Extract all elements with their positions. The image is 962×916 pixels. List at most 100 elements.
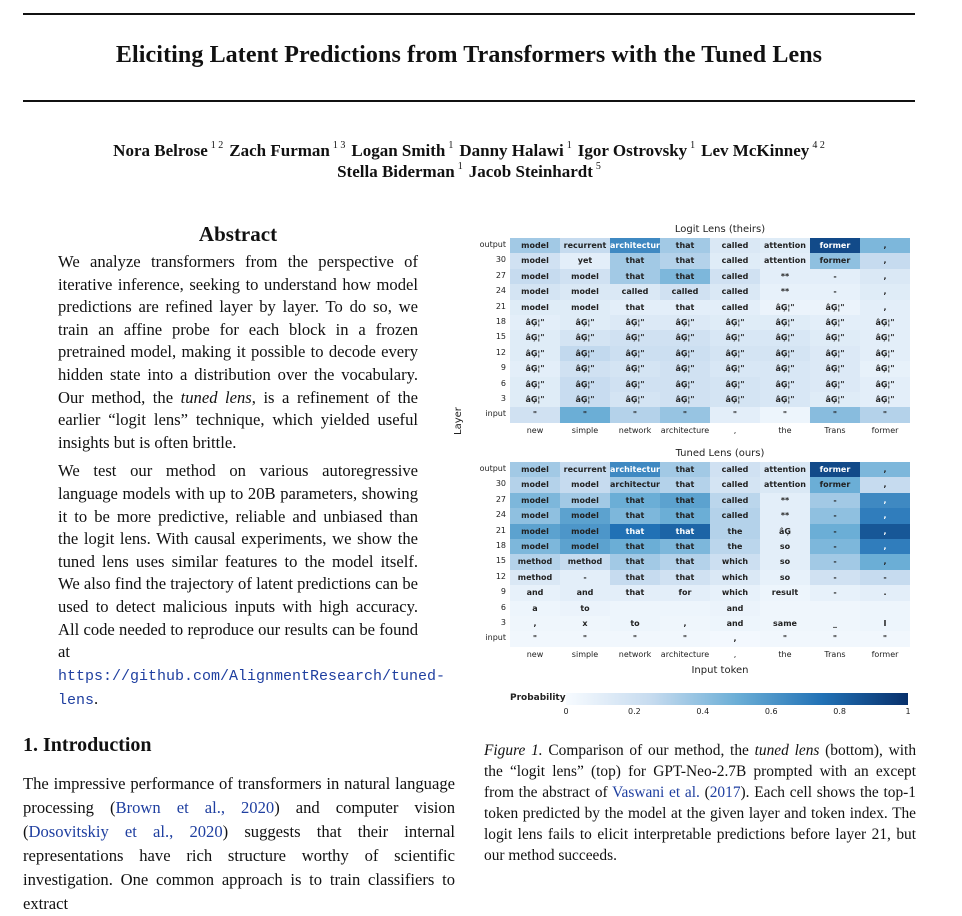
row-tick-label: 21 [495,525,506,535]
author-line-1: Nora Belrose 1 2 Zach Furman 1 3 Logan Smith… [0,140,938,161]
heatmap-cell: " [560,631,610,647]
heatmap-cell: âĢ¦" [710,330,760,346]
heatmap-cell: âĢ¦" [510,330,560,346]
heatmap-cell: former [810,253,860,269]
colorbar-tick: 0.2 [628,707,641,716]
heatmap-cell: âĢ¦" [710,376,760,392]
author-name: Stella Biderman 1 [337,161,463,181]
row-tick-label: 27 [495,494,506,504]
heatmap-cell: called [710,268,760,285]
heatmap-cell: attention [760,253,810,269]
heatmap-cell: . [860,585,910,601]
heatmap-cell: that [660,253,710,269]
heatmap-cell: attention [760,477,810,493]
heatmap-cell: that [660,539,710,555]
heatmap-cell: âĢ¦" [760,330,810,346]
heatmap-cell: attention [760,238,810,254]
column-tick-label: former [871,425,899,435]
heatmap-cell: called [710,299,760,315]
heatmap-cell: , [860,539,910,555]
heatmap-cell: âĢ¦" [760,376,810,392]
author-affiliation: 1 [448,140,454,152]
heatmap-cell: ** [760,492,810,509]
heatmap-cell: âĢ¦" [610,330,660,346]
heatmap-cell: model [510,238,560,254]
column-tick-label: simple [571,649,599,659]
heatmap-cell: former [810,477,860,493]
heatmap-cell: that [610,492,660,509]
author-name: Lev McKinney 4 2 [701,140,825,160]
heatmap-cell: " [860,407,910,423]
heatmap-cell: model [560,492,610,509]
heatmap-cell: model [510,253,560,269]
heatmap-cell [860,600,910,616]
citation-link[interactable]: Dosovitskiy et al., 2020 [28,822,223,841]
heatmap-cell: _ [810,616,860,632]
row-tick-label: 27 [495,270,506,280]
heatmap-cell: to [610,616,660,632]
citation-link[interactable]: Vaswani et al. [612,784,700,801]
heatmap-cell: " [810,407,860,423]
citation-year-link[interactable]: 2017 [709,784,741,801]
author-name: Zach Furman 1 3 [229,140,346,160]
heatmap-cell: , [860,554,910,570]
heatmap-cell: âĢ¦" [860,361,910,377]
citation-link[interactable]: Brown et al., 2020 [115,798,275,817]
heatmap-cell: recurrent [560,462,610,478]
heatmap-cell: âĢ¦" [560,376,610,392]
heatmap-cell: âĢ¦" [710,361,760,377]
heatmap-cell: , [860,284,910,300]
colorbar-label: Probability [510,693,566,703]
row-tick-label: 6 [500,602,506,612]
heatmap-cell: , [860,477,910,493]
heatmap-cell: that [660,299,710,315]
code-link[interactable]: https://github.com/AlignmentResearch/tun… [58,667,446,710]
heatmap-cell: âĢ¦" [510,376,560,392]
column-tick-label: network [618,425,652,435]
heatmap-cell: model [560,523,610,539]
heatmap-cell: that [660,569,710,586]
heatmap-cell: called [710,462,760,478]
row-tick-label: 18 [495,541,506,550]
heatmap-cell: model [560,284,610,300]
heatmap-cell [810,600,860,616]
heatmap-panel-title: Tuned Lens (ours) [675,448,765,459]
row-tick-label: 30 [495,479,506,489]
heatmap-cell: model [510,268,560,285]
column-tick-label: Trans [824,425,846,435]
row-tick-label: 9 [500,363,506,373]
heatmap-cell: , [860,268,910,285]
heatmap-cell: and [510,585,560,601]
author-name: Logan Smith 1 [351,140,454,160]
row-tick-label: 18 [495,317,506,326]
row-tick-label: 3 [500,618,506,627]
heatmap-cell: âĢ¦" [860,345,910,362]
row-tick-label: output [479,464,506,473]
heatmap-cell: - [810,523,860,539]
heatmap-cell: âĢ¦" [860,392,910,408]
author-affiliation: 1 2 [210,140,224,152]
row-tick-label: 3 [500,394,506,403]
heatmap-cell: âĢ¦" [710,315,760,331]
heatmap-cell: that [610,539,660,555]
heatmap-cell: âĢ¦" [810,330,860,346]
heatmap-cell: âĢ¦" [610,376,660,392]
heatmap-cell: a [510,600,560,616]
heatmap-cell: - [810,268,860,285]
heatmap-cell: âĢ¦" [610,345,660,362]
heatmap-cell: that [660,477,710,493]
heatmap-cell: architecture [610,238,660,254]
column-tick-label: simple [571,425,599,435]
heatmap-cell: - [560,569,610,586]
heatmap-cell: model [510,539,560,555]
heatmap-cell: model [510,299,560,315]
heatmap-cell: - [810,539,860,555]
heatmap-cell: that [660,462,710,478]
heatmap-cell: ** [760,508,810,524]
row-tick-label: 30 [495,255,506,265]
abstract-heading: Abstract [198,222,278,246]
heatmap-cell: method [510,569,560,586]
column-tick-label: architecture [660,425,710,435]
heatmap-cell: that [660,268,710,285]
heatmap-cell: âĢ¦" [510,392,560,408]
